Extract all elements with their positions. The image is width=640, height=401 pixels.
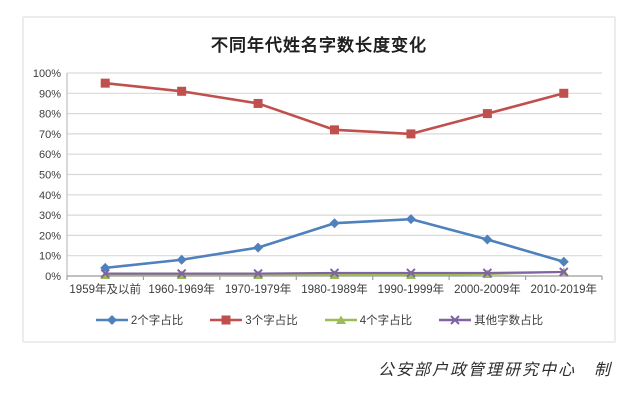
legend-marker-shape bbox=[450, 315, 460, 325]
y-axis-label: 20% bbox=[39, 230, 61, 242]
series-marker-x bbox=[253, 268, 263, 279]
chart-title: 不同年代姓名字数长度变化 bbox=[211, 36, 427, 55]
legend-item: 4个字占比 bbox=[324, 312, 412, 328]
legend-marker-icon bbox=[324, 315, 357, 324]
series-marker-diamond bbox=[329, 218, 340, 229]
chart-credit: 公安部户政管理研究中心 制 bbox=[377, 360, 612, 379]
x-axis-label: 2010-2019年 bbox=[531, 282, 598, 296]
legend-label: 4个字占比 bbox=[359, 315, 413, 327]
x-axis-label: 1970-1979年 bbox=[225, 282, 292, 296]
y-axis-label: 60% bbox=[39, 149, 61, 161]
series-marker-x bbox=[406, 268, 416, 278]
legend-marker-icon bbox=[95, 315, 128, 325]
series-marker-x bbox=[559, 267, 569, 277]
series-marker-x bbox=[329, 268, 340, 278]
y-axis-label: 100% bbox=[33, 68, 61, 80]
series-marker-square bbox=[482, 109, 492, 119]
y-axis-label: 40% bbox=[39, 190, 61, 202]
legend-item: 3个字占比 bbox=[209, 312, 298, 328]
series-marker-x bbox=[482, 268, 493, 278]
series-marker-x bbox=[100, 268, 110, 279]
y-axis-label: 50% bbox=[39, 170, 61, 182]
y-axis-label: 10% bbox=[39, 251, 61, 263]
legend-label: 3个字占比 bbox=[245, 315, 298, 327]
series-marker-square bbox=[406, 129, 416, 139]
series-marker-square bbox=[559, 88, 569, 98]
series-marker-diamond bbox=[482, 234, 493, 245]
y-axis-label: 70% bbox=[39, 129, 61, 141]
legend-marker-shape bbox=[221, 315, 231, 325]
series-marker-x bbox=[176, 268, 187, 279]
legend-marker-shape bbox=[106, 315, 117, 325]
legend-item: 其他字数占比 bbox=[438, 312, 543, 328]
x-axis-label: 1980-1989年 bbox=[301, 282, 368, 296]
y-axis-label: 0% bbox=[45, 271, 61, 283]
legend-item: 2个字占比 bbox=[95, 312, 183, 328]
legend-marker-shape bbox=[335, 315, 346, 324]
series-marker-diamond bbox=[405, 214, 416, 225]
series-marker-square bbox=[330, 125, 339, 135]
x-axis-label: 1990-1999年 bbox=[378, 282, 445, 296]
legend-label: 2个字占比 bbox=[130, 315, 184, 327]
series-marker-square bbox=[253, 98, 263, 108]
chart-legend: 2个字占比 3个字占比 4个字占比 其他字数占比 bbox=[24, 312, 614, 328]
series-marker-diamond bbox=[176, 254, 187, 265]
chart-container: 不同年代姓名字数长度变化 0% 10% 20% 30% 40% 50% 60% 70% 80% 9… bbox=[22, 16, 616, 343]
legend-label: 其他字数占比 bbox=[474, 315, 544, 327]
x-axis-label: 1959年及以前 bbox=[69, 282, 141, 296]
series-marker-diamond bbox=[253, 242, 264, 253]
y-axis-label: 80% bbox=[39, 109, 61, 121]
x-axis-label: 1960-1969年 bbox=[148, 282, 215, 296]
series-marker-square bbox=[100, 78, 110, 88]
series-marker-square bbox=[177, 86, 187, 96]
y-axis-label: 30% bbox=[39, 210, 61, 222]
x-axis-label: 2000-2009年 bbox=[454, 282, 521, 296]
legend-marker-icon bbox=[210, 315, 243, 325]
legend-marker-icon bbox=[439, 315, 472, 325]
series-marker-diamond bbox=[558, 256, 569, 267]
y-axis-label: 90% bbox=[39, 88, 61, 100]
line-chart-plot: 0% 10% 20% 30% 40% 50% 60% 70% 80% 90% 100% 1959年及以… bbox=[33, 68, 603, 296]
